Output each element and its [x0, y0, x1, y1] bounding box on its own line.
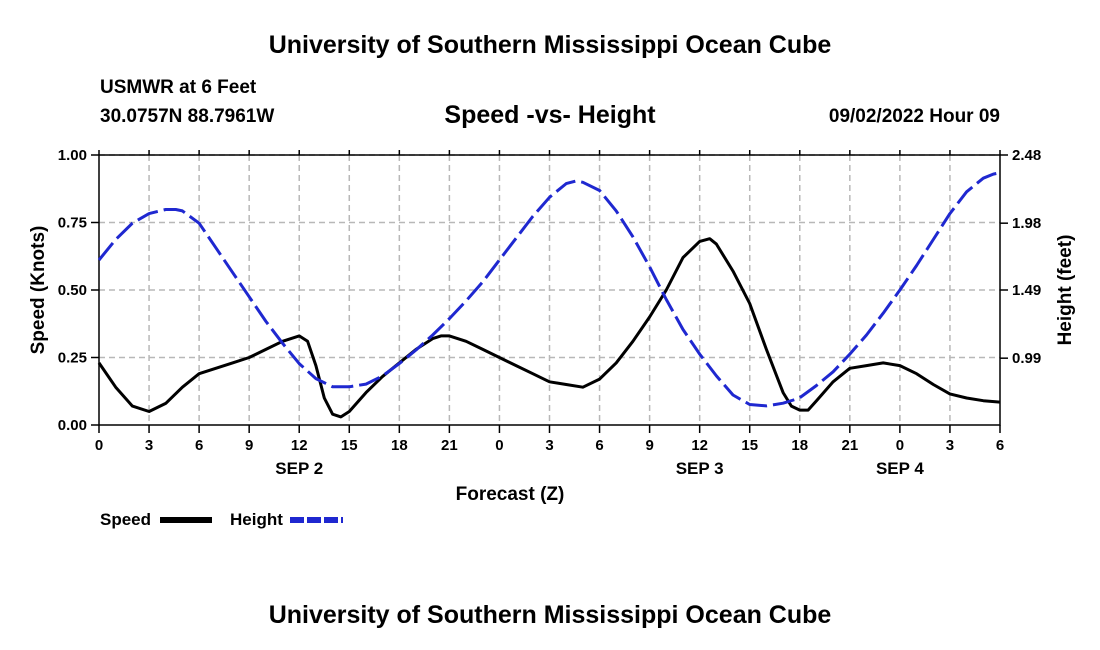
series-line-speed	[97, 237, 1001, 419]
x-tick-label: 3	[145, 437, 153, 454]
x-tick-label: 12	[291, 437, 308, 454]
x-tick-label: 0	[95, 437, 103, 454]
x-tick-label: 21	[441, 437, 458, 454]
main-title: University of Southern Mississippi Ocean…	[268, 31, 832, 59]
x-tick-label: 6	[595, 437, 603, 454]
y-left-tick-label: 0.50	[58, 282, 87, 299]
y-right-tick-label: 1.49	[1012, 282, 1041, 299]
y-left-tick-label: 0.75	[58, 215, 87, 232]
x-tick-label: 15	[741, 437, 758, 454]
chart-series	[97, 171, 1001, 419]
y-left-tick-label: 0.00	[58, 417, 87, 434]
x-tick-label: 0	[896, 437, 904, 454]
x-tick-label: 12	[691, 437, 708, 454]
x-tick-label: 6	[996, 437, 1004, 454]
x-tick-label: 18	[791, 437, 808, 454]
chart-axes: 0 3 6 9 12 15 18 21 0 3 6 9 12 15 18 21 0 3 6 SEP 2 SEP 3 SEP…	[58, 147, 1041, 478]
x-axis-label: Forecast (Z)	[456, 484, 565, 505]
forecast-datetime: 09/02/2022 Hour 09	[828, 106, 1000, 127]
x-tick-label: 21	[841, 437, 858, 454]
y-right-tick-label: 1.98	[1012, 215, 1041, 232]
y-axis-left-label: Speed (Knots)	[28, 226, 49, 355]
day-label: SEP 4	[876, 459, 924, 478]
legend-height-label: Height	[230, 510, 283, 529]
y-left-tick-label: 1.00	[58, 147, 87, 164]
footer-title: University of Southern Mississippi Ocean…	[268, 601, 832, 629]
chart-legend: Speed Height	[100, 510, 343, 529]
x-tick-label: 0	[495, 437, 503, 454]
chart-grid	[99, 154, 1000, 425]
station-label: USMWR at 6 Feet	[100, 77, 257, 98]
y-right-tick-label: 2.48	[1012, 147, 1041, 164]
day-label: SEP 2	[275, 459, 323, 478]
x-tick-label: 6	[195, 437, 203, 454]
x-tick-label: 9	[245, 437, 253, 454]
y-left-tick-label: 0.25	[58, 350, 87, 367]
x-tick-label: 15	[341, 437, 358, 454]
chart-title: Speed -vs- Height	[444, 101, 656, 129]
y-right-tick-label: 0.99	[1012, 350, 1041, 367]
series-line-height	[97, 171, 1001, 408]
station-coordinates: 30.0757N 88.7961W	[100, 106, 275, 127]
day-label: SEP 3	[676, 459, 724, 478]
y-axis-right-label: Height (feet)	[1055, 235, 1076, 346]
x-tick-label: 3	[545, 437, 553, 454]
x-tick-label: 9	[645, 437, 653, 454]
legend-speed-label: Speed	[100, 510, 151, 529]
x-tick-label: 18	[391, 437, 408, 454]
x-tick-label: 3	[946, 437, 954, 454]
